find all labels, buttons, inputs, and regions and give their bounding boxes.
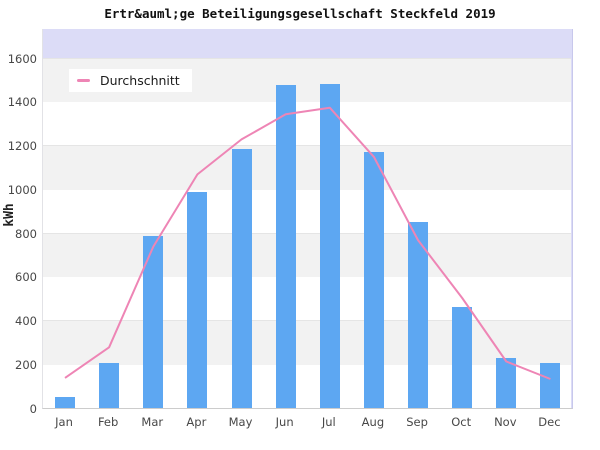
y-tick-label: 1000 (7, 182, 37, 197)
bar-oct (452, 306, 473, 408)
y-tick-label: 1600 (7, 51, 37, 66)
bar-sep (408, 221, 429, 408)
bar-mar (143, 235, 164, 408)
x-tick-label: May (228, 415, 253, 429)
y-tick-label: 800 (15, 226, 37, 241)
x-tick-label: Nov (494, 415, 517, 429)
plot-band (43, 363, 571, 408)
legend-line-swatch (77, 79, 90, 82)
bar-jan (55, 396, 75, 408)
y-tick-label: 1200 (7, 139, 37, 153)
plot-band (43, 101, 571, 145)
x-tick-label: Jun (275, 415, 294, 429)
x-tick-label: Apr (186, 415, 207, 429)
bar-nov (496, 358, 517, 408)
plot-band (43, 320, 571, 364)
x-tick-label: Dec (538, 415, 561, 429)
plot-band (43, 232, 571, 277)
bar-jul (319, 83, 340, 408)
x-tick-label: Sep (406, 415, 428, 429)
bar-dec (540, 362, 561, 408)
x-tick-label: Jul (321, 415, 336, 429)
y-tick-label: 200 (15, 357, 37, 372)
x-tick-label: Oct (451, 415, 472, 429)
bar-jun (275, 84, 296, 408)
chart-title: Ertr&auml;ge Beteiligungsgesellschaft St… (104, 6, 496, 21)
y-tick-label: 1400 (7, 95, 37, 110)
legend-label: Durchschnitt (100, 73, 180, 88)
y-tick-label: 400 (15, 314, 37, 328)
y-tick-label: 0 (29, 401, 37, 416)
y-tick-label: 600 (15, 270, 37, 285)
plot-band (43, 145, 571, 189)
x-tick-label: Jan (55, 415, 73, 429)
x-tick-label: Aug (361, 415, 385, 429)
plot-band (43, 276, 571, 320)
bar-apr (187, 192, 208, 408)
plot-area: Durchschnitt (42, 29, 573, 409)
plot-band (43, 188, 571, 233)
x-tick-label: Mar (141, 415, 164, 429)
x-tick-label: Feb (97, 415, 119, 429)
legend: Durchschnitt (69, 69, 192, 92)
bar-aug (363, 151, 384, 408)
bar-may (231, 149, 252, 408)
bar-feb (99, 362, 120, 408)
